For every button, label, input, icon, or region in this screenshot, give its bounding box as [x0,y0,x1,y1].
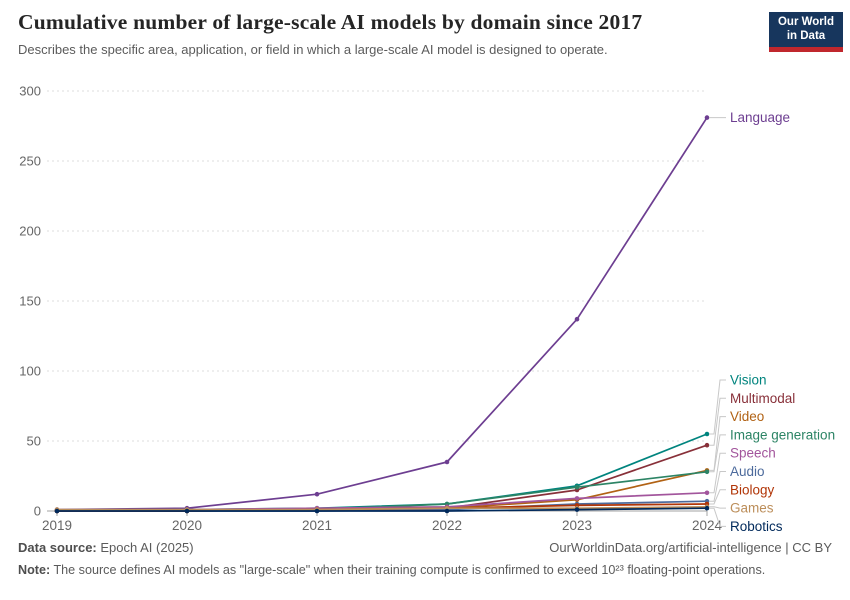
legend-connector [709,471,726,502]
data-point [704,469,710,475]
owid-logo: Our World in Data [769,12,843,52]
legend-connector [709,379,726,435]
x-axis-tick-2021: 2021 [302,518,332,533]
data-point [704,442,710,448]
x-axis-tick-2022: 2022 [432,518,462,533]
logo-line-2: in Data [786,29,826,42]
logo-line-1: Our World [777,16,834,29]
legend-label-robotics[interactable]: Robotics [730,519,783,534]
legend-connector [709,434,726,473]
legend-connector [709,416,726,471]
data-source: Data source: Epoch AI (2025) [18,540,194,555]
note-text: The source defines AI models as "large-s… [53,563,766,577]
y-axis-tick-0: 0 [34,504,41,519]
data-point [704,490,710,496]
x-axis-tick-2024: 2024 [692,518,723,533]
legend-label-language[interactable]: Language [730,110,790,125]
legend-label-multimodal[interactable]: Multimodal [730,391,795,406]
data-source-label: Data source: [18,540,97,555]
legend-connector [709,489,726,505]
y-axis-tick-300: 300 [19,84,41,99]
note-label: Note: [18,563,51,577]
series-line-language[interactable] [56,117,708,511]
data-point [704,431,710,437]
data-point [574,507,580,512]
y-axis-tick-200: 200 [19,224,41,239]
data-point [184,508,190,514]
x-axis-tick-2023: 2023 [562,518,592,533]
y-axis-tick-100: 100 [19,364,41,379]
data-point [574,496,580,501]
series-line-games[interactable] [57,505,708,511]
legend-label-biology[interactable]: Biology [730,482,775,497]
legend-connector [709,506,726,509]
legend-connector [709,452,726,494]
y-axis-tick-250: 250 [19,154,41,169]
y-axis-tick-150: 150 [19,294,41,309]
page-subtitle: Describes the specific area, application… [18,42,608,57]
legend-label-video[interactable]: Video [730,409,764,424]
data-point [314,491,320,497]
legend-connector [709,507,726,527]
legend-label-speech[interactable]: Speech [730,446,776,461]
legend-label-image-generation[interactable]: Image generation [730,427,835,442]
data-point [574,316,580,322]
x-axis-tick-2019: 2019 [42,518,72,533]
data-point [314,508,320,514]
data-point [444,459,450,465]
legend-connector [709,397,726,446]
series-line-vision[interactable] [56,433,708,512]
series-line-robotics[interactable] [57,507,708,512]
page-title: Cumulative number of large-scale AI mode… [18,10,643,34]
chart-note: Note: The source defines AI models as "l… [18,563,832,577]
x-axis-tick-2020: 2020 [172,518,202,533]
data-point [574,484,580,490]
data-source-value: Epoch AI (2025) [100,540,194,555]
chart-header: Cumulative number of large-scale AI mode… [18,10,758,57]
legend-label-games[interactable]: Games [730,501,774,516]
data-point [704,115,710,120]
data-point [444,508,450,514]
attribution-link[interactable]: OurWorldinData.org/artificial-intelligen… [549,540,832,555]
legend-label-audio[interactable]: Audio [730,464,765,479]
data-point [54,508,60,514]
legend-label-vision[interactable]: Vision [730,373,767,388]
data-point [704,505,710,511]
y-axis-tick-50: 50 [27,434,41,449]
chart-footer: Data source: Epoch AI (2025) OurWorldinD… [18,540,832,577]
